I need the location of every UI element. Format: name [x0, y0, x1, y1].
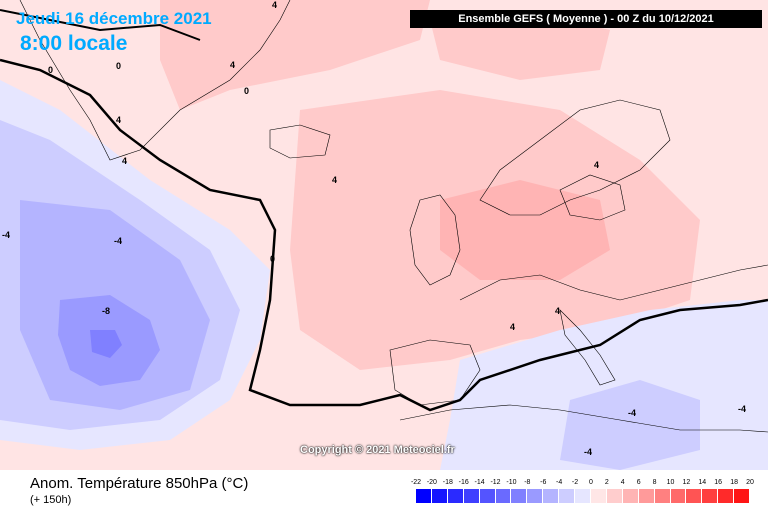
- legend-tick: -4: [556, 479, 563, 486]
- legend-tick: -2: [571, 479, 579, 486]
- contour-label-minus-four-2: -4: [2, 230, 10, 240]
- coastline-greenland: [19, 0, 291, 161]
- contour-label-zero-4: 0: [48, 65, 53, 75]
- legend-tick: -16: [458, 479, 469, 486]
- cold-region-greece: [560, 380, 700, 470]
- contour-label-minus-four-1: -4: [114, 236, 122, 246]
- legend-swatch: [734, 489, 751, 503]
- coastline-continent: [459, 264, 768, 301]
- contour-label-four-2: 4: [116, 115, 121, 125]
- zero-contour-north: [0, 9, 201, 41]
- contour-label-four-5: 4: [510, 322, 515, 332]
- legend-swatch: [606, 489, 623, 503]
- legend-swatch: [416, 489, 432, 503]
- zero-contour-atlantic: [0, 58, 768, 412]
- forecast-time: 8:00 locale: [20, 32, 128, 55]
- legend-swatch: [622, 489, 639, 503]
- legend-tick: 14: [698, 479, 707, 486]
- coastline-scandinavia: [479, 99, 671, 216]
- legend-tick: -12: [490, 479, 501, 486]
- legend-tick: -8: [524, 479, 531, 486]
- forecast-lead-time: (+ 150h): [30, 494, 72, 506]
- legend-color-bar: [416, 489, 751, 503]
- legend-swatch: [654, 489, 671, 503]
- legend-swatch: [431, 489, 448, 503]
- model-run-label: Ensemble GEFS ( Moyenne ) - 00 Z du 10/1…: [410, 10, 762, 28]
- legend-swatch: [575, 489, 591, 503]
- legend-swatch: [447, 489, 464, 503]
- legend-tick: 2: [604, 479, 609, 486]
- contour-label-zero-1: 0: [116, 61, 121, 71]
- legend-tick: 10: [666, 479, 675, 486]
- legend-swatch: [463, 489, 480, 503]
- legend-swatch: [527, 489, 544, 503]
- legend-swatch: [638, 489, 655, 503]
- legend-swatch: [495, 489, 512, 503]
- legend-swatch: [511, 489, 528, 503]
- legend-tick-labels: -22 -20 -18 -16 -14 -12 -10 -8 -6 -4 -2 0 2 4 6 8 10 12 14…: [411, 478, 754, 488]
- contour-label-minus-eight: -8: [102, 306, 110, 316]
- legend-tick: 8: [652, 479, 657, 486]
- contour-label-minus-four-3: -4: [628, 408, 636, 418]
- contour-label-four-6: 4: [555, 306, 560, 316]
- legend-tick: 20: [746, 479, 754, 486]
- legend-swatch: [718, 489, 735, 503]
- copyright-text: Copyright © 2021 Meteociel.fr: [300, 444, 455, 456]
- contour-label-minus-four-5: -4: [738, 404, 746, 414]
- contour-label-four-3: 4: [122, 156, 127, 166]
- contour-label-four-7: 4: [594, 160, 599, 170]
- legend-swatch: [543, 489, 560, 503]
- legend-tick: -20: [426, 479, 437, 486]
- legend-tick: 6: [636, 479, 641, 486]
- contour-label-zero-2: 0: [244, 86, 249, 96]
- legend-swatch: [479, 489, 496, 503]
- legend-tick: 0: [588, 479, 593, 486]
- legend-swatch: [559, 489, 576, 503]
- coastline-italy: [559, 309, 616, 386]
- legend-tick: -10: [506, 479, 517, 486]
- legend-tick: -22: [410, 479, 422, 486]
- legend-tick: -6: [540, 479, 547, 486]
- legend-swatch: [686, 489, 703, 503]
- contour-label-four-8: 4: [272, 0, 277, 10]
- forecast-date: Jeudi 16 décembre 2021: [16, 9, 212, 28]
- cold-core-center: [90, 330, 122, 358]
- legend-tick: 4: [620, 479, 625, 486]
- anomaly-map: 0 0 0 0 4 4 4 4 4 4 4 4 -4 -4 -4 -4 -4 -…: [0, 0, 768, 470]
- coastline-uk: [409, 194, 461, 286]
- legend-swatch: [702, 489, 719, 503]
- warm-region-north-atlantic: [160, 0, 430, 110]
- legend-tick: 16: [714, 479, 723, 486]
- coastline-iceland: [269, 124, 331, 159]
- legend-tick: -14: [474, 479, 485, 486]
- legend-tick: -18: [442, 479, 453, 486]
- legend-tick: 12: [682, 479, 691, 486]
- contour-label-four-4: 4: [332, 175, 337, 185]
- warm-core-germany: [440, 180, 610, 280]
- legend-swatch: [590, 489, 607, 503]
- coastline-iberia: [389, 339, 481, 406]
- contour-label-four-1: 4: [230, 60, 235, 70]
- legend-swatch: [670, 489, 687, 503]
- color-scale-legend: -22 -20 -18 -16 -14 -12 -10 -8 -6 -4 -2 0 2 4 6 8 10 12 14…: [411, 478, 754, 503]
- contour-label-zero-3: 0: [270, 254, 275, 264]
- coastline-north-africa: [399, 404, 768, 433]
- coastline-baltic: [559, 174, 626, 221]
- contour-label-minus-four-4: -4: [584, 447, 592, 457]
- legend-tick: 18: [730, 479, 738, 486]
- chart-variable-title: Anom. Température 850hPa (°C): [30, 475, 249, 492]
